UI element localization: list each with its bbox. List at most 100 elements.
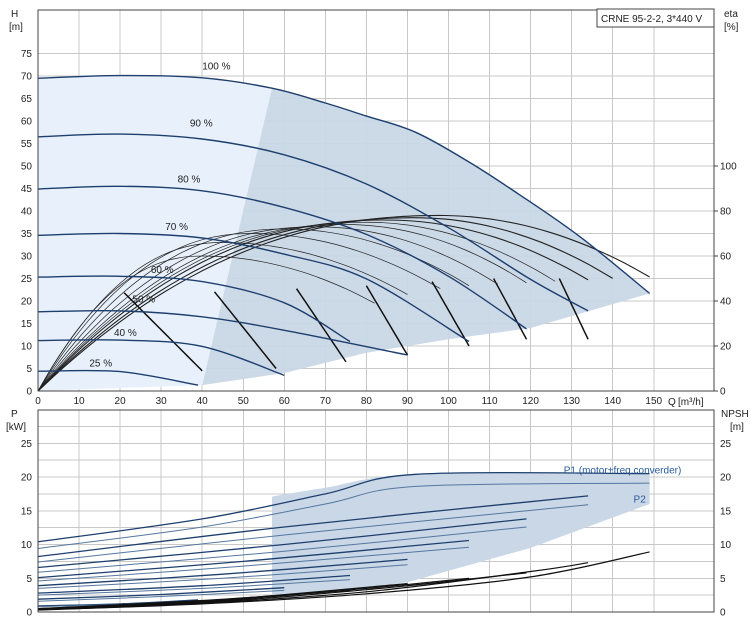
p2-power-curve	[37, 546, 470, 582]
y-tick-label: 10	[21, 342, 33, 353]
head-curve-label: 90 %	[190, 118, 213, 129]
x-tick-label: 70	[320, 396, 332, 407]
x-tick-label: 110	[482, 396, 498, 407]
head-curve-label: 100 %	[202, 61, 230, 72]
x-axis-title-q: Q	[668, 397, 676, 408]
y2-tick-label: 15	[720, 506, 732, 517]
p2-power-curve	[37, 564, 408, 589]
efficiency-end-curve	[123, 292, 203, 372]
y-tick-label: 0	[26, 387, 32, 398]
head-curve-label: 80 %	[178, 175, 201, 186]
p2-power-curve	[37, 579, 351, 596]
efficiency-end-curve	[431, 281, 470, 347]
efficiency-curve	[37, 224, 527, 392]
x-tick-label: 120	[522, 396, 539, 407]
y-tick-label: 5	[26, 574, 32, 585]
x-tick-label: 30	[156, 396, 168, 407]
x-tick-label: 20	[115, 396, 127, 407]
head-curve	[37, 309, 408, 356]
y-tick-label: 45	[21, 184, 33, 195]
series-label: P2	[634, 495, 647, 506]
y-tick-label: 30	[21, 252, 33, 263]
x-tick-label: 40	[197, 396, 209, 407]
head-curve	[37, 74, 651, 294]
efficiency-end-curve	[295, 288, 347, 363]
efficiency-curve	[37, 255, 375, 392]
y-tick-label: 70	[21, 72, 33, 83]
p1-power-curve	[37, 599, 199, 607]
y-tick-label: 0	[26, 608, 32, 619]
efficiency-end-curve	[365, 285, 409, 356]
head-plot-frame	[37, 9, 715, 392]
head-curve-label: 25 %	[89, 359, 112, 370]
head-curve	[37, 275, 351, 343]
p2-power-curve	[37, 504, 589, 563]
model-label-box	[596, 8, 715, 28]
y-tick-label: 75	[21, 49, 33, 60]
head-curve-label: 70 %	[165, 222, 188, 233]
p1-power-curve	[37, 495, 589, 558]
efficiency-curve	[37, 233, 441, 392]
p1-power-curve	[37, 574, 351, 594]
power-plot-frame	[37, 409, 715, 613]
y2-tick-label: 10	[720, 540, 732, 551]
y2-axis-unit-eta: [%]	[724, 22, 739, 33]
x-tick-label: 100	[440, 396, 457, 407]
y2-tick-label: 60	[720, 252, 732, 263]
y2-tick-label: 20	[720, 342, 732, 353]
p2-power-curve	[37, 589, 285, 602]
y-tick-label: 25	[21, 274, 33, 285]
head-curve-label: 50 %	[132, 294, 155, 305]
y-tick-label: 15	[21, 506, 33, 517]
operating-range-shade	[202, 88, 650, 386]
y2-axis-title-eta: eta	[724, 9, 738, 20]
p1-power-curve	[37, 558, 408, 587]
y-tick-label: 65	[21, 94, 33, 105]
efficiency-curve	[37, 242, 408, 392]
efficiency-curve	[37, 226, 498, 392]
y-axis-unit-p: [kW]	[6, 422, 26, 433]
y-tick-label: 20	[21, 297, 33, 308]
y2-tick-label: 100	[720, 162, 737, 173]
y-tick-label: 55	[21, 139, 33, 150]
npsh-curve	[37, 562, 589, 611]
efficiency-end-curve	[493, 278, 528, 340]
head-curve-label: 40 %	[114, 328, 137, 339]
p1-power-curve	[37, 539, 470, 579]
p1-power-curve	[37, 471, 650, 543]
x-tick-label: 50	[238, 396, 250, 407]
head-curve	[37, 232, 470, 343]
head-curve	[37, 339, 285, 376]
x-tick-label: 130	[563, 396, 580, 407]
y2-tick-label: 5	[720, 574, 726, 585]
y-tick-label: 35	[21, 229, 33, 240]
y-tick-label: 20	[21, 473, 33, 484]
y-tick-label: 25	[21, 439, 33, 450]
y-tick-label: 5	[26, 364, 32, 375]
y-tick-label: 10	[21, 540, 33, 551]
y-tick-label: 60	[21, 117, 33, 128]
x-tick-label: 150	[645, 396, 662, 407]
y2-tick-label: 40	[720, 297, 732, 308]
x-tick-label: 0	[35, 396, 41, 407]
x-tick-label: 90	[402, 396, 414, 407]
series-label: P1 (motor+freq.converder)	[564, 466, 682, 477]
p2-power-curve	[37, 526, 527, 573]
efficiency-end-curve	[558, 278, 589, 340]
y-tick-label: 15	[21, 319, 33, 330]
y2-axis-unit-npsh: [m]	[730, 422, 744, 433]
y-axis-title-p: P	[11, 409, 18, 420]
x-tick-label: 10	[73, 396, 85, 407]
head-curve-label: 60 %	[151, 265, 174, 276]
y2-tick-label: 25	[720, 439, 732, 450]
head-curve	[37, 185, 527, 330]
model-label: CRNE 95-2-2, 3*440 V	[601, 14, 702, 25]
x-axis-unit-q: [m³/h]	[678, 397, 704, 408]
npsh-curve	[37, 589, 351, 610]
power-npsh-panel: 0 5 10 15 20 25 0 5 10 15 20 25 P1 (motor+freq.conv…	[6, 409, 749, 619]
efficiency-curve	[37, 228, 470, 392]
y2-tick-label: 0	[720, 387, 726, 398]
x-tick-label: 60	[279, 396, 291, 407]
left-range-shade	[38, 75, 272, 392]
